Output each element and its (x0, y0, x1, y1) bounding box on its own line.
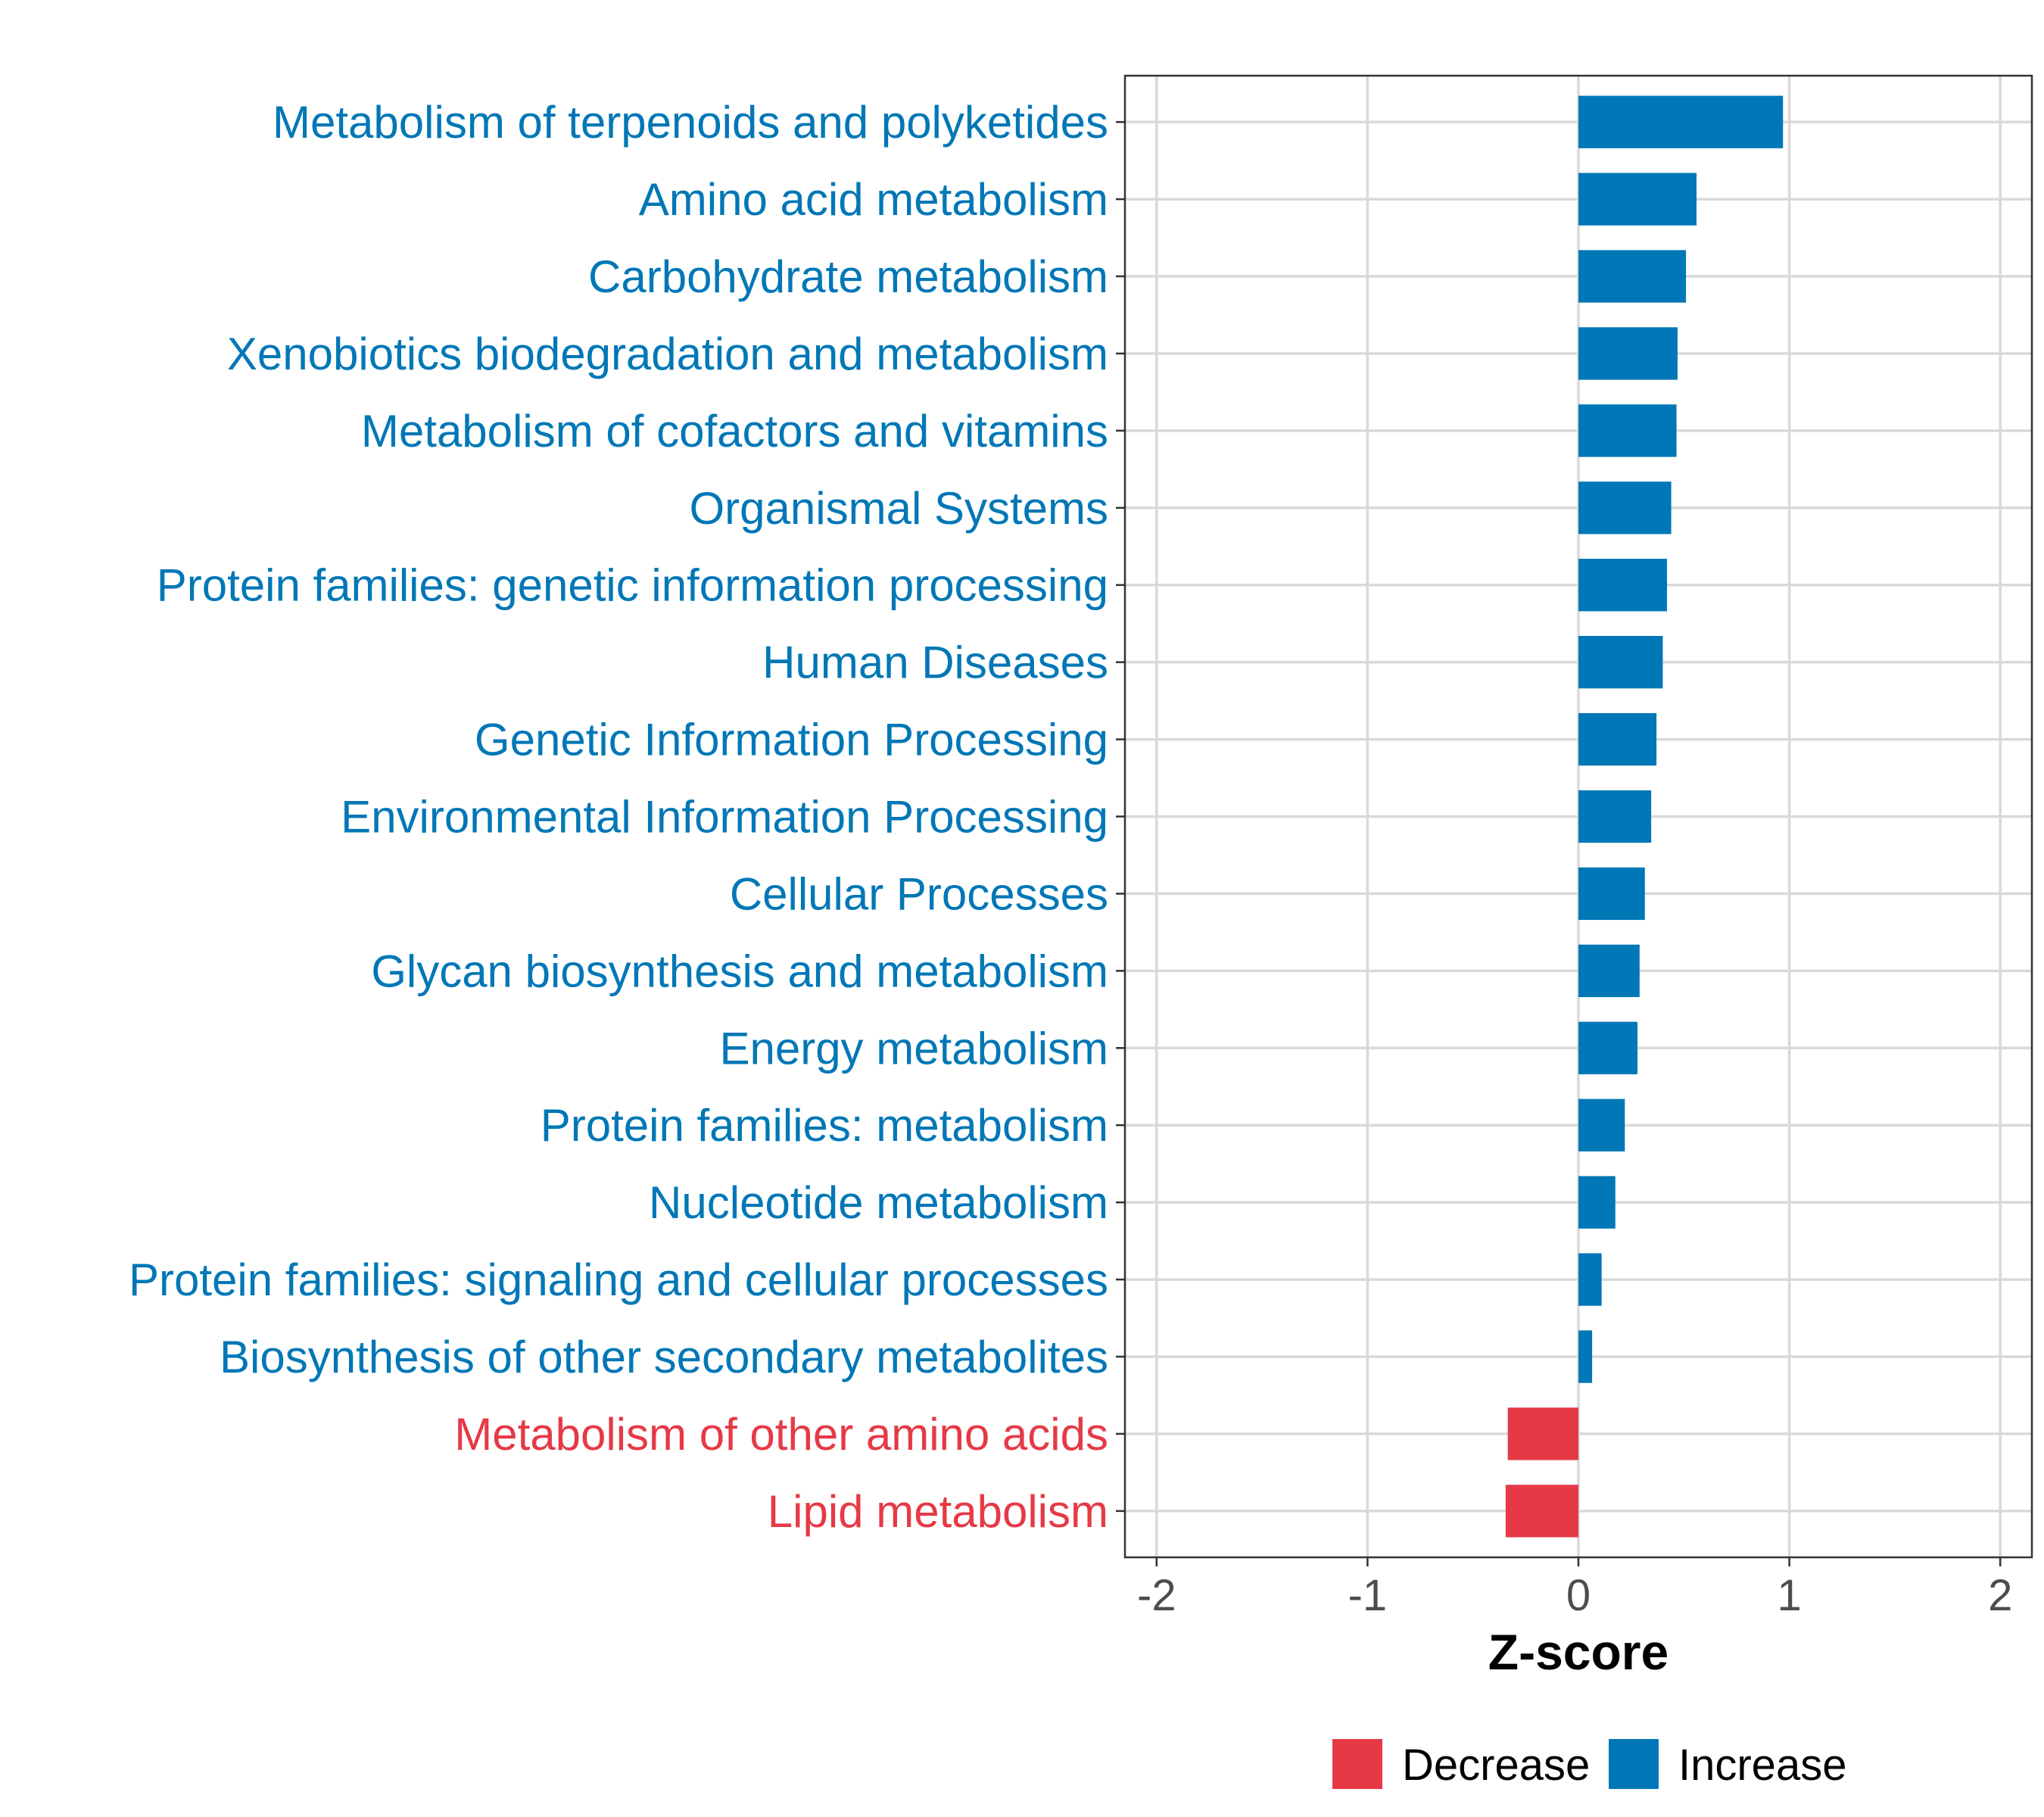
y-tick-label-protein-families-genetic-information-processing: Protein families: genetic information pr… (157, 560, 1108, 611)
x-tick-label: 2 (1988, 1571, 2012, 1620)
bar-protein-families-metabolism (1578, 1099, 1625, 1152)
y-tick-label-metabolism-of-cofactors-and-vitamins: Metabolism of cofactors and vitamins (361, 406, 1108, 457)
x-tick-label: -2 (1137, 1571, 1176, 1620)
bar-organismal-systems (1578, 482, 1672, 535)
bar-glycan-biosynthesis-and-metabolism (1578, 944, 1640, 998)
bar-genetic-information-processing (1578, 712, 1657, 766)
y-tick-label-metabolism-of-other-amino-acids: Metabolism of other amino acids (454, 1409, 1108, 1460)
y-tick-label-human-diseases: Human Diseases (762, 637, 1108, 688)
legend: Decrease Increase (1332, 1739, 1846, 1790)
bar-metabolism-of-terpenoids-and-polyketides (1578, 95, 1784, 148)
y-tick-label-amino-acid-metabolism: Amino acid metabolism (639, 174, 1108, 225)
y-tick-label-genetic-information-processing: Genetic Information Processing (475, 715, 1108, 765)
y-tick-label-protein-families-signaling-and-cellular-processes: Protein families: signaling and cellular… (129, 1254, 1108, 1305)
bar-xenobiotics-biodegradation-and-metabolism (1578, 327, 1678, 380)
bar-amino-acid-metabolism (1578, 173, 1697, 226)
y-tick-label-lipid-metabolism: Lipid metabolism (768, 1486, 1108, 1537)
y-axis-labels: Metabolism of terpenoids and polyketides… (129, 97, 1108, 1537)
bar-metabolism-of-other-amino-acids (1507, 1407, 1578, 1460)
y-tick-label-biosynthesis-of-other-secondary-metabolites: Biosynthesis of other secondary metaboli… (220, 1332, 1108, 1382)
x-axis-title: Z-score (1488, 1624, 1669, 1680)
bar-protein-families-genetic-information-processing (1578, 559, 1668, 612)
bar-protein-families-signaling-and-cellular-processes (1578, 1253, 1602, 1306)
y-tick-label-energy-metabolism: Energy metabolism (719, 1023, 1108, 1074)
y-tick-label-glycan-biosynthesis-and-metabolism: Glycan biosynthesis and metabolism (371, 946, 1108, 996)
bar-environmental-information-processing (1578, 790, 1652, 843)
y-tick-label-protein-families-metabolism: Protein families: metabolism (541, 1100, 1108, 1151)
y-tick-label-metabolism-of-terpenoids-and-polyketides: Metabolism of terpenoids and polyketides (273, 97, 1108, 148)
y-tick-label-cellular-processes: Cellular Processes (730, 868, 1108, 919)
legend-key-decrease (1332, 1739, 1382, 1789)
x-tick-label: 0 (1566, 1571, 1591, 1620)
bar-lipid-metabolism (1505, 1485, 1578, 1538)
legend-label-decrease: Decrease (1402, 1741, 1590, 1790)
bar-biosynthesis-of-other-secondary-metabolites (1578, 1330, 1593, 1383)
bars (1505, 95, 1784, 1538)
x-tick-label: 1 (1777, 1571, 1801, 1620)
y-tick-label-environmental-information-processing: Environmental Information Processing (341, 792, 1108, 843)
bar-human-diseases (1578, 635, 1663, 689)
x-tick-label: -1 (1348, 1571, 1388, 1620)
y-tick-label-carbohydrate-metabolism: Carbohydrate metabolism (588, 251, 1108, 302)
y-tick-label-organismal-systems: Organismal Systems (690, 483, 1108, 534)
bar-nucleotide-metabolism (1578, 1176, 1616, 1229)
y-axis-ticks (1116, 120, 1125, 1513)
legend-key-increase (1609, 1739, 1659, 1789)
y-tick-label-nucleotide-metabolism: Nucleotide metabolism (649, 1177, 1108, 1228)
bar-cellular-processes (1578, 867, 1645, 921)
y-tick-label-xenobiotics-biodegradation-and-metabolism: Xenobiotics biodegradation and metabolis… (227, 329, 1108, 379)
bar-carbohydrate-metabolism (1578, 250, 1687, 303)
bar-energy-metabolism (1578, 1021, 1638, 1074)
bar-metabolism-of-cofactors-and-vitamins (1578, 404, 1677, 457)
x-axis-ticks: -2 -1 0 1 2 (1137, 1557, 2012, 1620)
legend-label-increase: Increase (1678, 1741, 1846, 1790)
